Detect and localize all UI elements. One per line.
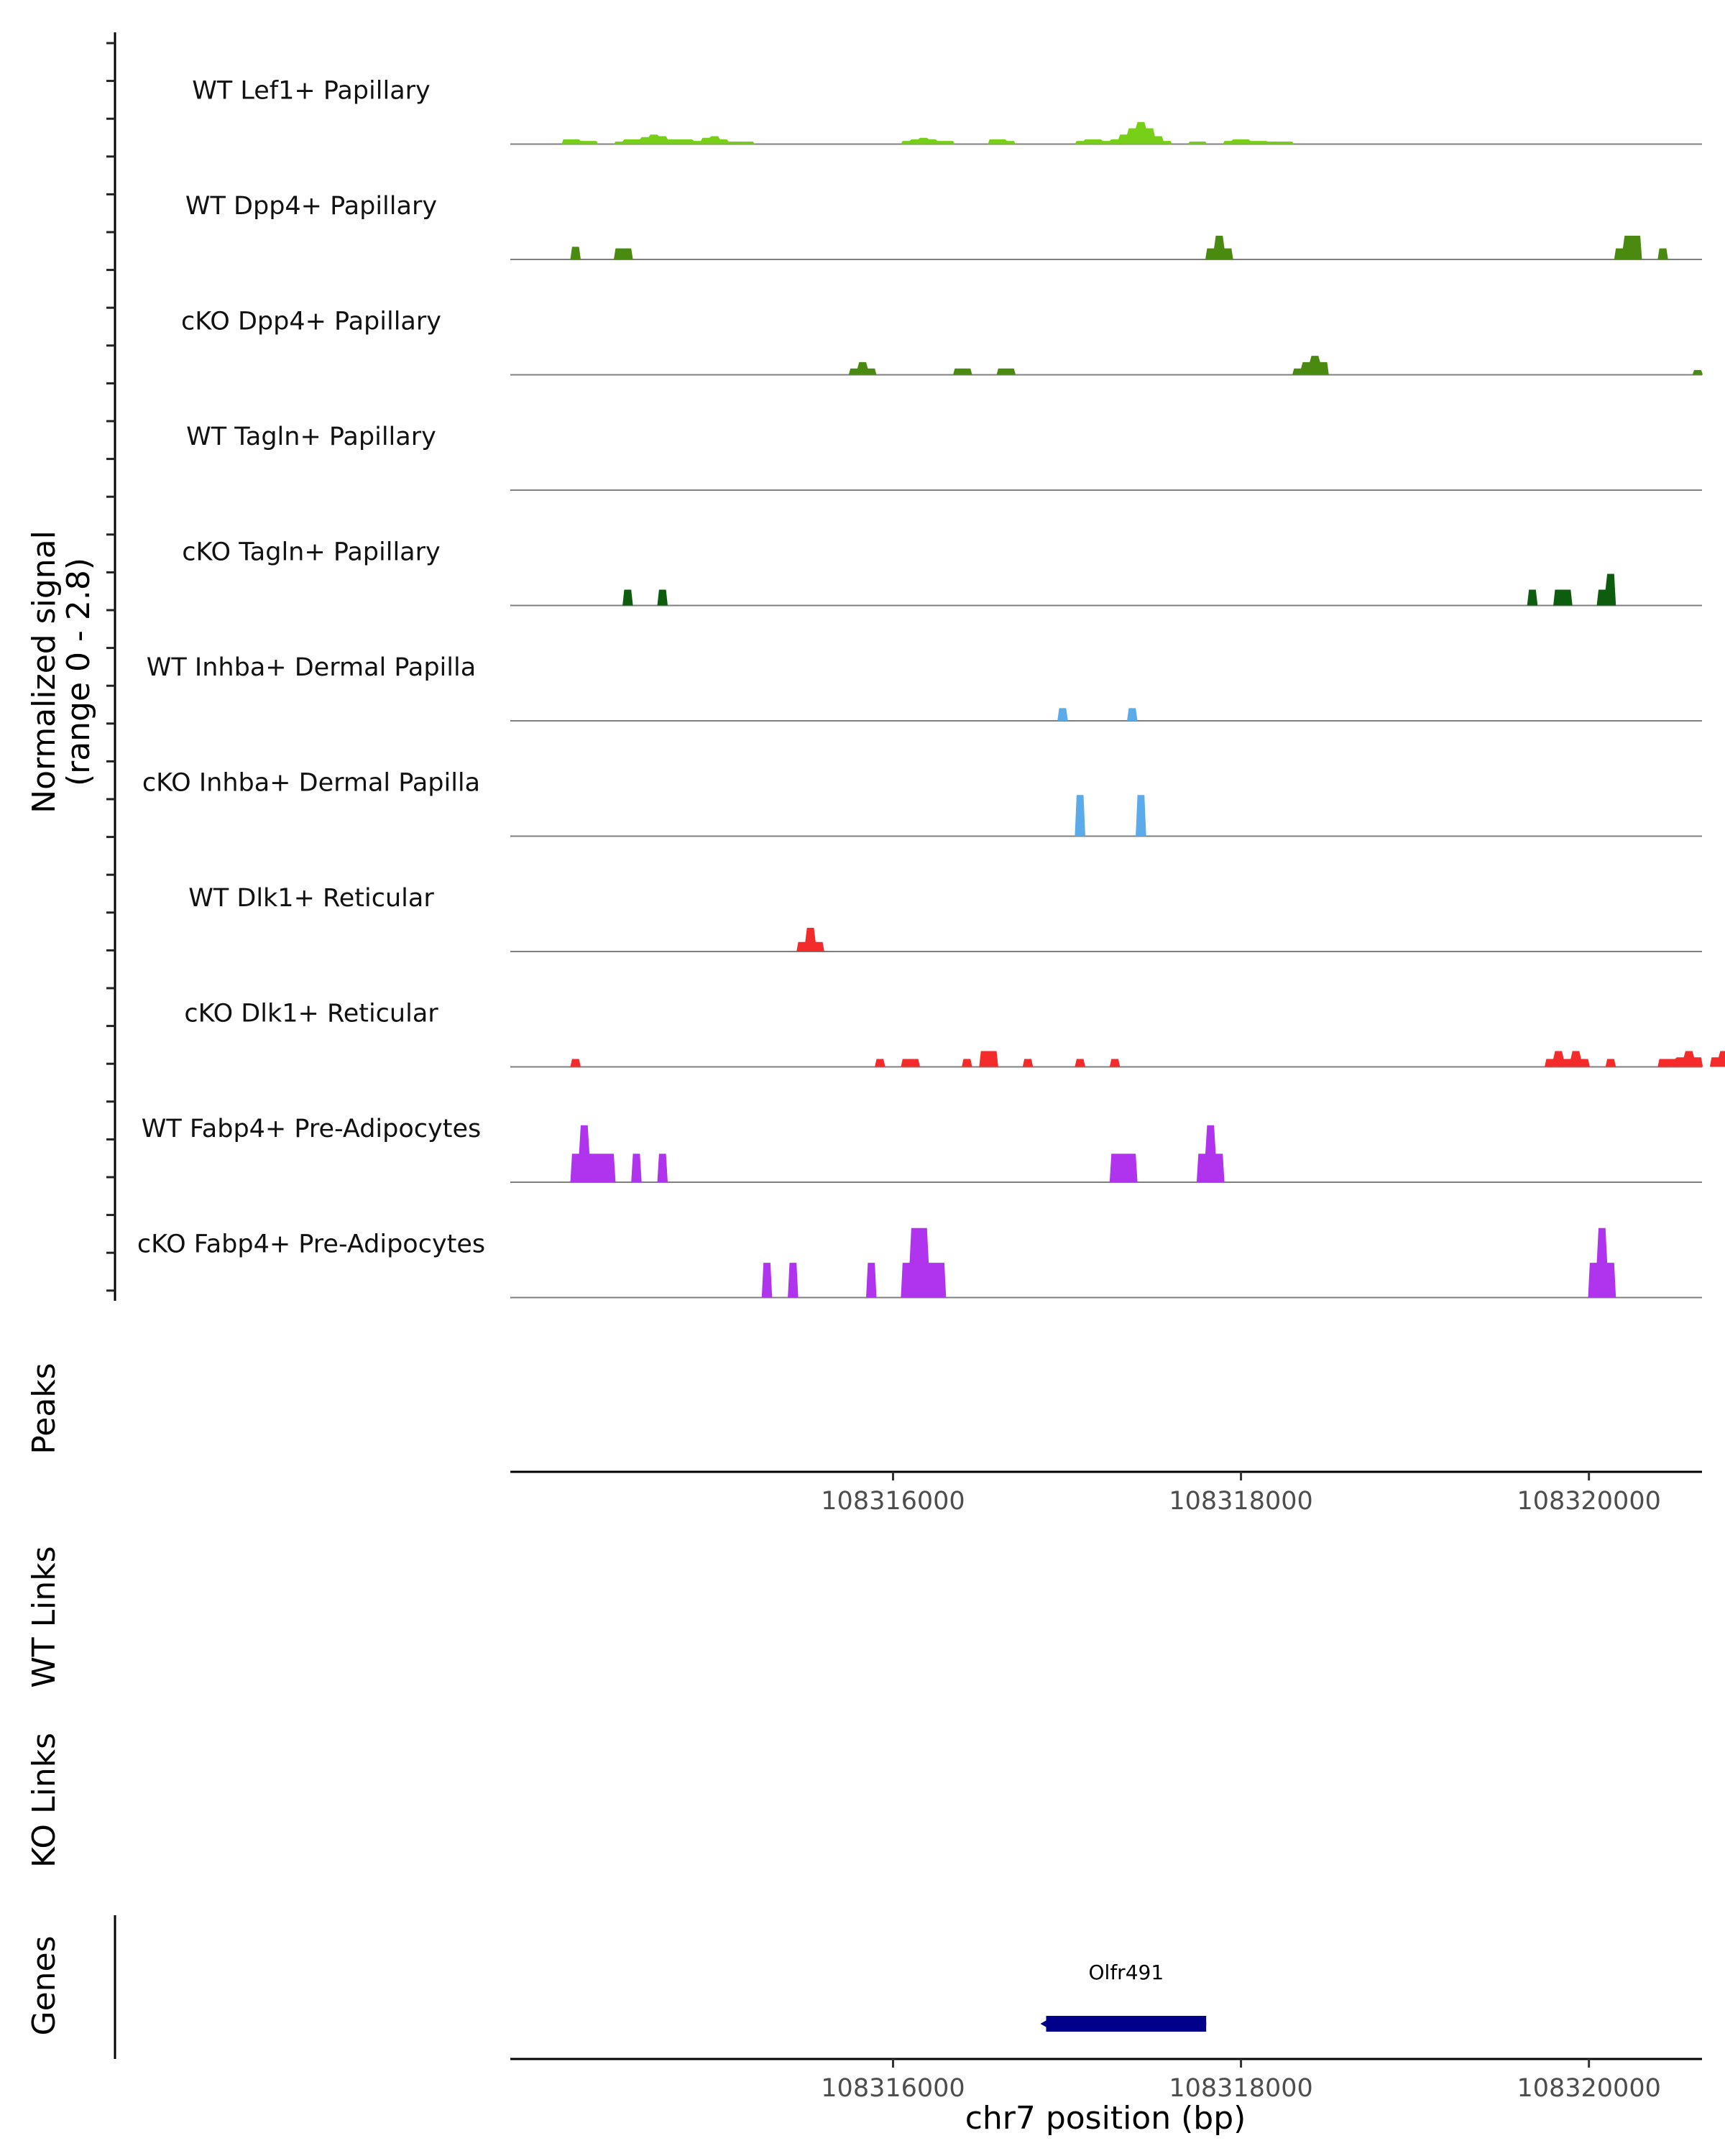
- coverage-peak: [901, 1227, 947, 1298]
- coverage-track: WT Inhba+ Dermal Papilla: [147, 653, 1702, 722]
- coverage-peak: [866, 1263, 877, 1298]
- coverage-peak: [570, 1059, 581, 1067]
- coverage-track: WT Dlk1+ Reticular: [188, 884, 1702, 952]
- coverage-peak: [1057, 708, 1068, 721]
- coverage-peak: [788, 1263, 799, 1298]
- coverage-peak: [1127, 708, 1138, 721]
- track-label: WT Fabp4+ Pre-Adipocytes: [142, 1115, 481, 1143]
- gene-name-label: Olfr491: [1089, 1961, 1164, 1984]
- coverage-peak: [1657, 1051, 1703, 1067]
- track-label: cKO Dlk1+ Reticular: [184, 1000, 438, 1028]
- genes-panel-label: Genes: [26, 1935, 63, 2035]
- x-tick-label: 108316000: [821, 2074, 965, 2103]
- coverage-peak: [848, 361, 877, 375]
- coverage-peak: [561, 139, 599, 144]
- coverage-peak: [1545, 1051, 1590, 1067]
- strand-arrow: [1040, 2017, 1054, 2031]
- coverage-track: WT Fabp4+ Pre-Adipocytes: [142, 1115, 1702, 1183]
- coverage-peak: [1553, 589, 1573, 606]
- x-tick-label: 108318000: [1169, 2074, 1312, 2103]
- coverage-peak: [622, 589, 633, 606]
- track-label: cKO Inhba+ Dermal Papilla: [142, 769, 480, 798]
- coverage-peak: [1605, 1059, 1616, 1067]
- coverage-track: cKO Dlk1+ Reticular: [184, 1000, 1725, 1068]
- coverage-peak: [875, 1059, 886, 1067]
- coverage-peak: [1022, 1059, 1034, 1067]
- coverage-peak: [1075, 1059, 1085, 1067]
- coverage-peak: [631, 1153, 642, 1182]
- coverage-peak: [1075, 121, 1172, 144]
- coverage-peak: [1223, 139, 1294, 144]
- coverage-peak: [1588, 1227, 1616, 1298]
- coverage-track: cKO Dpp4+ Papillary: [181, 308, 1703, 376]
- coverage-peak: [953, 368, 972, 375]
- x-axis-title: chr7 position (bp): [965, 2100, 1246, 2137]
- coverage-peak: [761, 1263, 773, 1298]
- coverage-track: cKO Inhba+ Dermal Papilla: [142, 769, 1702, 837]
- coverage-ylabel-line1: Normalized signal: [26, 530, 63, 814]
- x-tick-label: 108318000: [1169, 1487, 1312, 1516]
- peaks-x-axis-ticks: 108316000 108318000 108320000: [821, 1472, 1661, 1516]
- coverage-peak: [657, 1153, 668, 1182]
- coverage-peak: [1709, 1051, 1725, 1067]
- coverage-peak: [614, 134, 755, 144]
- coverage-ylabel-line2: (range 0 - 2.8): [60, 558, 97, 786]
- coverage-tracks: WT Lef1+ Papillary WT Dpp4+ Papillary cKO …: [137, 77, 1725, 1299]
- coverage-y-axis-ticks: [106, 42, 115, 1292]
- coverage-peak: [1109, 1059, 1121, 1067]
- track-label: WT Dlk1+ Reticular: [188, 884, 434, 913]
- peaks-panel-label: Peaks: [26, 1363, 63, 1454]
- coverage-peak: [1292, 356, 1329, 375]
- coverage-peak: [1205, 236, 1233, 259]
- track-label: cKO Dpp4+ Papillary: [181, 308, 441, 336]
- wt-links-panel-label: WT Links: [26, 1546, 63, 1687]
- coverage-peak: [1657, 248, 1668, 259]
- gene-track: Olfr491: [1040, 1961, 1207, 2032]
- coverage-peak: [1075, 795, 1085, 837]
- track-label: cKO Fabp4+ Pre-Adipocytes: [137, 1230, 485, 1259]
- coverage-peak: [1187, 142, 1208, 144]
- track-label: WT Lef1+ Papillary: [192, 77, 431, 106]
- coverage-track: WT Tagln+ Papillary: [186, 423, 1702, 491]
- coverage-peak: [901, 1059, 920, 1067]
- coverage-peak: [996, 368, 1016, 375]
- coverage-track: WT Dpp4+ Papillary: [185, 192, 1702, 260]
- coverage-peak: [901, 137, 955, 144]
- coverage-peak: [614, 248, 633, 259]
- genes-x-axis-ticks: 108316000 108318000 108320000: [821, 2059, 1661, 2103]
- coverage-peak: [988, 139, 1016, 144]
- x-tick-label: 108320000: [1517, 1487, 1660, 1516]
- coverage-peak: [979, 1051, 998, 1067]
- coverage-track: cKO Fabp4+ Pre-Adipocytes: [137, 1227, 1702, 1299]
- coverage-peak: [1196, 1125, 1225, 1182]
- ko-links-panel-label: KO Links: [26, 1733, 63, 1868]
- track-label: WT Tagln+ Papillary: [186, 423, 436, 451]
- track-label: WT Inhba+ Dermal Papilla: [147, 653, 476, 682]
- coverage-track: WT Lef1+ Papillary: [192, 77, 1702, 145]
- coverage-peak: [570, 247, 581, 259]
- coverage-peak: [1614, 236, 1642, 259]
- coverage-track: cKO Tagln+ Papillary: [182, 538, 1702, 607]
- coverage-peak: [1136, 795, 1146, 837]
- track-label: WT Dpp4+ Papillary: [185, 192, 437, 221]
- x-tick-label: 108316000: [821, 1487, 965, 1516]
- coverage-peak: [1692, 369, 1703, 375]
- x-tick-label: 108320000: [1517, 2074, 1660, 2103]
- coverage-peak: [570, 1125, 616, 1182]
- coverage-peak: [796, 928, 824, 952]
- coverage-peak: [657, 589, 668, 606]
- coverage-peak: [1527, 589, 1538, 606]
- coverage-peak: [962, 1059, 972, 1067]
- coverage-peak: [1109, 1153, 1138, 1182]
- coverage-peak: [1596, 573, 1616, 606]
- track-label: cKO Tagln+ Papillary: [182, 538, 441, 567]
